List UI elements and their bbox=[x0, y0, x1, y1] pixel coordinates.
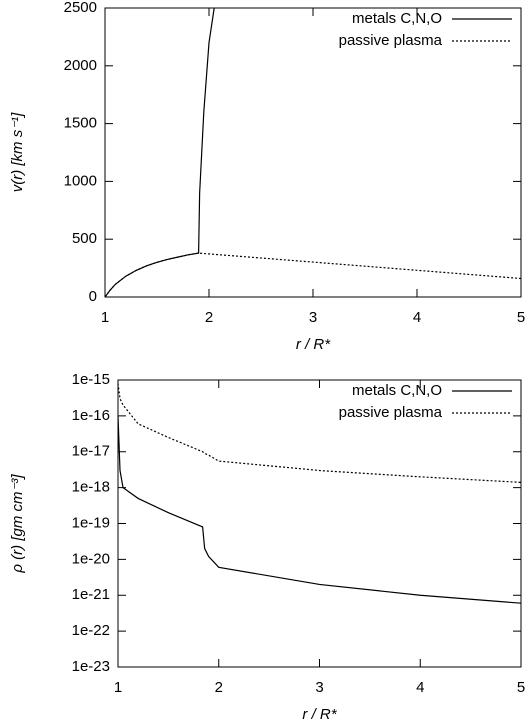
plot-frame bbox=[117, 379, 522, 668]
x-tick-label: 2 bbox=[215, 679, 223, 696]
y-tick-label: 1e-22 bbox=[72, 622, 110, 639]
x-tick-label: 3 bbox=[315, 679, 323, 696]
legend-label: metals C,N,O bbox=[352, 10, 442, 27]
y-tick-label: 500 bbox=[72, 230, 97, 247]
x-tick-label: 1 bbox=[101, 309, 109, 326]
y-axis-label: v(r) [km s⁻¹] bbox=[9, 112, 26, 192]
y-tick-label: 1e-17 bbox=[72, 443, 110, 460]
legend-label: metals C,N,O bbox=[352, 382, 442, 399]
x-tick-label: 4 bbox=[416, 679, 424, 696]
x-tick-label: 1 bbox=[114, 679, 122, 696]
y-tick-label: 0 bbox=[89, 288, 97, 305]
y-tick-label: 1000 bbox=[64, 172, 97, 189]
x-tick-label: 4 bbox=[413, 309, 421, 326]
legend-label: passive plasma bbox=[339, 404, 443, 421]
x-tick-label: 5 bbox=[517, 309, 525, 326]
series-line bbox=[118, 415, 521, 604]
x-tick-label: 3 bbox=[309, 309, 317, 326]
y-tick-label: 1e-23 bbox=[72, 658, 110, 675]
x-axis-label: r / R* bbox=[296, 336, 331, 353]
y-tick-label: 2500 bbox=[64, 0, 97, 16]
y-tick-label: 1e-15 bbox=[72, 371, 110, 388]
y-tick-label: 1e-21 bbox=[72, 586, 110, 603]
y-axis-label: ρ (r) [gm cm⁻³] bbox=[9, 474, 26, 574]
x-axis-label: r / R* bbox=[302, 706, 337, 723]
y-tick-label: 1e-19 bbox=[72, 514, 110, 531]
legend-label: passive plasma bbox=[339, 32, 443, 49]
x-tick-label: 2 bbox=[205, 309, 213, 326]
y-tick-label: 1500 bbox=[64, 115, 97, 132]
y-tick-label: 1e-20 bbox=[72, 550, 110, 567]
y-tick-label: 1e-18 bbox=[72, 479, 110, 496]
y-tick-label: 2000 bbox=[64, 57, 97, 74]
series-line bbox=[118, 383, 521, 483]
plot-frame bbox=[104, 7, 522, 298]
x-tick-label: 5 bbox=[517, 679, 525, 696]
y-tick-label: 1e-16 bbox=[72, 407, 110, 424]
